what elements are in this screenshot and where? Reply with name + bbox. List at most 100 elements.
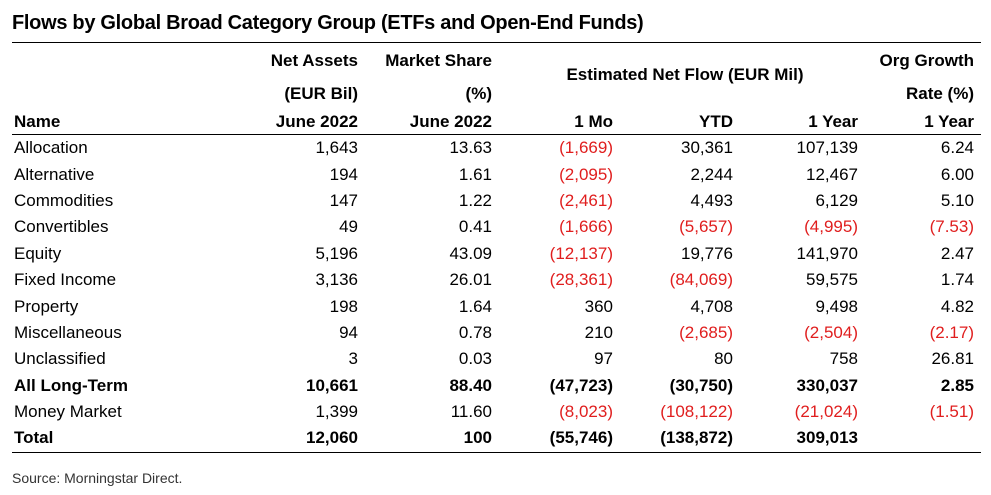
cell-one-mo: (8,023) bbox=[559, 402, 613, 422]
cell-one-mo: (47,723) bbox=[549, 375, 613, 395]
cell-market-share: 100 bbox=[463, 428, 492, 448]
header-market-share-line2: (%) bbox=[465, 84, 492, 103]
cell-padding bbox=[974, 425, 981, 451]
header-1mo: 1 Mo bbox=[574, 112, 613, 131]
cell-one-year: (21,024) bbox=[794, 402, 858, 422]
header-org-growth-line2: Rate (%) bbox=[905, 84, 974, 103]
header-market-share-line3: June 2022 bbox=[409, 112, 492, 131]
cell-one-year: 141,970 bbox=[796, 243, 858, 263]
cell-net-assets: 147 bbox=[329, 190, 358, 210]
cell-market-share: 1.22 bbox=[458, 190, 492, 210]
cell-one-year: (2,504) bbox=[804, 322, 858, 342]
cell-ytd: (30,750) bbox=[669, 375, 733, 395]
table-row: Alternative 194 1.61 (2,095) 2,244 12,467 6.00 bbox=[12, 161, 981, 187]
top-rule bbox=[12, 42, 981, 43]
table-row: Unclassified 3 0.03 97 80 758 26.81 bbox=[12, 346, 981, 372]
cell-one-mo: 97 bbox=[594, 349, 613, 369]
cell-net-assets: 5,196 bbox=[315, 243, 358, 263]
cell-padding bbox=[974, 241, 981, 267]
cell-padding bbox=[974, 399, 981, 425]
cell-one-year: 309,013 bbox=[796, 428, 858, 448]
cell-one-year: 330,037 bbox=[796, 375, 858, 395]
cell-one-year: (4,995) bbox=[804, 217, 858, 237]
header-org-growth-line1: Org Growth bbox=[879, 51, 974, 70]
cell-net-assets: 94 bbox=[339, 322, 358, 342]
cell-padding bbox=[974, 293, 981, 319]
cell-one-mo: (28,361) bbox=[549, 270, 613, 290]
header-net-assets-line1: Net Assets bbox=[270, 51, 358, 70]
cell-padding bbox=[974, 346, 981, 372]
cell-name: Commodities bbox=[14, 190, 114, 210]
cell-name: Money Market bbox=[14, 402, 122, 422]
table-title: Flows by Global Broad Category Group (ET… bbox=[12, 12, 644, 34]
cell-one-mo: (12,137) bbox=[549, 243, 613, 263]
table-row: Miscellaneous 94 0.78 210 (2,685) (2,504) (2.1… bbox=[12, 320, 981, 346]
cell-name: Total bbox=[14, 428, 54, 448]
cell-name: Property bbox=[14, 296, 79, 316]
cell-market-share: 0.03 bbox=[458, 349, 492, 369]
cell-one-year: 758 bbox=[829, 349, 858, 369]
table-row: Money Market 1,399 11.60 (8,023) (108,122) (2… bbox=[12, 399, 981, 425]
cell-padding bbox=[974, 135, 981, 161]
cell-net-assets: 1,643 bbox=[315, 138, 358, 158]
cell-ytd: (84,069) bbox=[669, 270, 733, 290]
cell-ytd: (138,872) bbox=[660, 428, 733, 448]
header-1year: 1 Year bbox=[808, 112, 858, 131]
cell-org-growth: (2.17) bbox=[929, 322, 974, 342]
cell-name: Unclassified bbox=[14, 349, 106, 369]
cell-one-year: 12,467 bbox=[806, 164, 858, 184]
cell-net-assets: 194 bbox=[329, 164, 358, 184]
header-org-growth-line3: 1 Year bbox=[924, 112, 974, 131]
cell-name: All Long-Term bbox=[14, 375, 128, 395]
cell-ytd: 80 bbox=[714, 349, 733, 369]
cell-one-year: 9,498 bbox=[815, 296, 858, 316]
cell-market-share: 13.63 bbox=[449, 138, 492, 158]
cell-one-year: 59,575 bbox=[806, 270, 858, 290]
cell-ytd: 4,493 bbox=[690, 190, 733, 210]
cell-ytd: 4,708 bbox=[690, 296, 733, 316]
cell-org-growth: 2.85 bbox=[940, 375, 974, 395]
header-rule bbox=[12, 134, 981, 135]
cell-net-assets: 3 bbox=[348, 349, 358, 369]
cell-market-share: 88.40 bbox=[449, 375, 492, 395]
cell-market-share: 1.61 bbox=[458, 164, 492, 184]
cell-market-share: 0.41 bbox=[458, 217, 492, 237]
cell-one-mo: 210 bbox=[584, 322, 613, 342]
cell-one-year: 107,139 bbox=[796, 138, 858, 158]
table-row: All Long-Term 10,661 88.40 (47,723) (30,750)… bbox=[12, 373, 981, 399]
cell-ytd: 19,776 bbox=[681, 243, 733, 263]
cell-net-assets: 12,060 bbox=[306, 428, 358, 448]
header-name: Name bbox=[14, 112, 61, 131]
cell-one-mo: (55,746) bbox=[549, 428, 613, 448]
cell-one-mo: (2,461) bbox=[559, 190, 613, 210]
cell-org-growth: (7.53) bbox=[929, 217, 974, 237]
table-row: Convertibles 49 0.41 (1,666) (5,657) (4,995) (… bbox=[12, 214, 981, 240]
table-body: Allocation 1,643 13.63 (1,669) 30,361 107,139… bbox=[12, 135, 981, 452]
header-net-flow-group: Estimated Net Flow (EUR Mil) bbox=[566, 65, 804, 84]
flows-table: Allocation 1,643 13.63 (1,669) 30,361 107,139… bbox=[12, 135, 981, 452]
cell-name: Convertibles bbox=[14, 217, 109, 237]
cell-org-growth: 5.10 bbox=[940, 190, 974, 210]
cell-one-mo: (1,669) bbox=[559, 138, 613, 158]
cell-org-growth: 26.81 bbox=[931, 349, 974, 369]
cell-padding bbox=[974, 320, 981, 346]
table-row: Total 12,060 100 (55,746) (138,872) 309,013 bbox=[12, 425, 981, 451]
cell-one-mo: (2,095) bbox=[559, 164, 613, 184]
cell-name: Miscellaneous bbox=[14, 322, 122, 342]
table-row: Fixed Income 3,136 26.01 (28,361) (84,069) 59… bbox=[12, 267, 981, 293]
cell-ytd: (5,657) bbox=[679, 217, 733, 237]
source-note: Source: Morningstar Direct. bbox=[12, 470, 183, 486]
table-row: Equity 5,196 43.09 (12,137) 19,776 141,970 2.4… bbox=[12, 241, 981, 267]
cell-name: Fixed Income bbox=[14, 270, 117, 290]
cell-org-growth: 4.82 bbox=[940, 296, 974, 316]
cell-padding bbox=[974, 267, 981, 293]
cell-market-share: 26.01 bbox=[449, 270, 492, 290]
header-net-assets-line2: (EUR Bil) bbox=[284, 84, 358, 103]
cell-padding bbox=[974, 373, 981, 399]
cell-market-share: 11.60 bbox=[450, 402, 492, 422]
header-net-assets-line3: June 2022 bbox=[275, 112, 358, 131]
table-row: Allocation 1,643 13.63 (1,669) 30,361 107,139… bbox=[12, 135, 981, 161]
cell-org-growth: 6.24 bbox=[940, 138, 974, 158]
cell-net-assets: 49 bbox=[339, 217, 358, 237]
cell-net-assets: 10,661 bbox=[306, 375, 358, 395]
